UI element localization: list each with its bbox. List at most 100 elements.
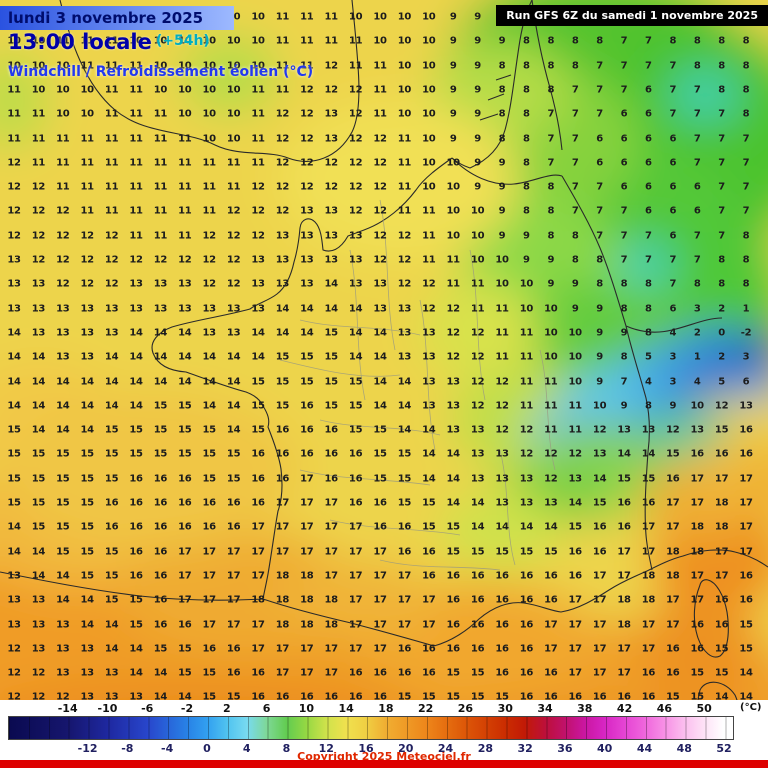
temp-value: 16	[300, 424, 314, 436]
temp-value: 10	[397, 60, 412, 72]
temp-value: 16	[251, 691, 265, 703]
variable-label: Windchill / Refroidissement éolien (°C)	[8, 64, 314, 80]
temp-value: 16	[153, 497, 168, 509]
temp-value: 15	[153, 400, 168, 412]
temp-value: 17	[324, 521, 339, 533]
temp-value: 15	[373, 473, 387, 485]
temp-value: 18	[617, 594, 631, 606]
temp-value: 17	[641, 521, 656, 533]
temp-value: 8	[523, 157, 530, 169]
temp-value: 14	[568, 497, 583, 509]
temp-value: 16	[519, 570, 534, 582]
temp-value: 16	[592, 546, 607, 558]
temp-value: 10	[226, 84, 241, 96]
temp-value: 11	[422, 254, 436, 266]
temp-value: 17	[348, 619, 363, 630]
temp-value: 7	[742, 181, 750, 193]
temp-value: 16	[129, 473, 143, 485]
temp-value: 17	[690, 473, 705, 485]
temp-value: 17	[422, 594, 436, 606]
legend-tick-bottom: 28	[477, 742, 493, 755]
temp-value: 9	[449, 35, 457, 47]
temp-value: 10	[178, 108, 192, 120]
temp-value: 15	[373, 448, 387, 460]
temp-value: 9	[596, 351, 603, 363]
temp-value: 12	[373, 230, 387, 242]
temp-value: 8	[498, 133, 506, 144]
temp-value: 12	[324, 60, 339, 72]
temp-value: 16	[226, 521, 241, 533]
temp-value: 18	[690, 546, 705, 558]
temp-value: 10	[251, 35, 265, 47]
temp-value: 11	[104, 181, 119, 193]
temp-value: 16	[690, 643, 705, 655]
temp-value: 17	[568, 667, 583, 679]
temp-value: 9	[498, 157, 506, 169]
temp-value: 13	[31, 278, 46, 290]
temp-value: 6	[693, 205, 701, 217]
temp-value: 13	[519, 473, 534, 485]
temp-value: 18	[300, 570, 314, 582]
temp-value: 11	[324, 11, 339, 23]
temp-value: 17	[617, 546, 631, 558]
corsica-coastline	[693, 579, 729, 658]
temp-value: 17	[324, 546, 339, 558]
temp-value: 10	[470, 205, 485, 217]
temp-value: 11	[104, 157, 119, 169]
temp-value: 8	[742, 60, 750, 72]
temp-value: 15	[348, 400, 363, 412]
temp-value: 8	[547, 205, 555, 217]
temp-value: 14	[56, 424, 70, 436]
temp-value: 8	[718, 278, 725, 290]
belgium-border	[451, 157, 563, 185]
temp-value: 16	[422, 570, 436, 582]
temp-value: 8	[571, 35, 579, 47]
temp-value: 7	[718, 205, 725, 217]
temp-value: 9	[523, 254, 530, 266]
temp-value: 7	[571, 181, 579, 193]
temp-value: 10	[422, 11, 436, 23]
temp-value: 8	[498, 84, 506, 96]
temp-value: 14	[275, 327, 290, 339]
temp-value: 1	[693, 351, 701, 363]
temp-value: 7	[645, 60, 652, 72]
temp-value: 9	[571, 278, 579, 290]
temp-value: 4	[669, 327, 677, 339]
temp-value: 14	[129, 400, 143, 412]
temp-value: 15	[7, 497, 21, 509]
temp-value: 14	[129, 351, 143, 363]
legend-tick-top: 22	[418, 702, 434, 715]
temp-value: 14	[129, 667, 143, 679]
temp-value: 16	[251, 667, 265, 679]
legend: -14 -10 -6 -2 2 6 10 14 18 22 26 30 34 38 42 46 50 -12 -8…	[0, 700, 768, 768]
temp-value: 14	[714, 691, 729, 703]
temp-value: 7	[620, 205, 628, 217]
temp-value: 13	[153, 303, 168, 315]
temp-value: 17	[348, 594, 363, 606]
temp-value: 10	[397, 108, 412, 120]
swiss-border	[625, 317, 723, 333]
temp-value: 15	[104, 546, 119, 558]
temp-value: 15	[544, 546, 558, 558]
temp-value: 13	[104, 691, 119, 703]
temp-value: 7	[596, 108, 603, 120]
temp-value: 3	[742, 351, 750, 363]
temp-value: 16	[275, 424, 290, 436]
temp-value: 11	[104, 84, 119, 96]
temp-value: 10	[470, 230, 485, 242]
temp-value: 7	[718, 133, 725, 144]
temp-value: 11	[495, 327, 509, 339]
temp-value: 17	[617, 667, 631, 679]
italy-border	[625, 325, 653, 571]
temp-value: 6	[645, 157, 652, 169]
temp-value: 12	[80, 254, 95, 266]
temp-value: 6	[645, 205, 652, 217]
temp-value: 15	[714, 667, 729, 679]
temp-value: 16	[300, 400, 314, 412]
temp-value: 10	[568, 351, 583, 363]
england-coastline	[59, 0, 360, 162]
temp-value: 15	[470, 667, 485, 679]
temp-value: 14	[495, 521, 509, 533]
temp-value: 16	[568, 546, 583, 558]
temp-value: 15	[178, 424, 192, 436]
